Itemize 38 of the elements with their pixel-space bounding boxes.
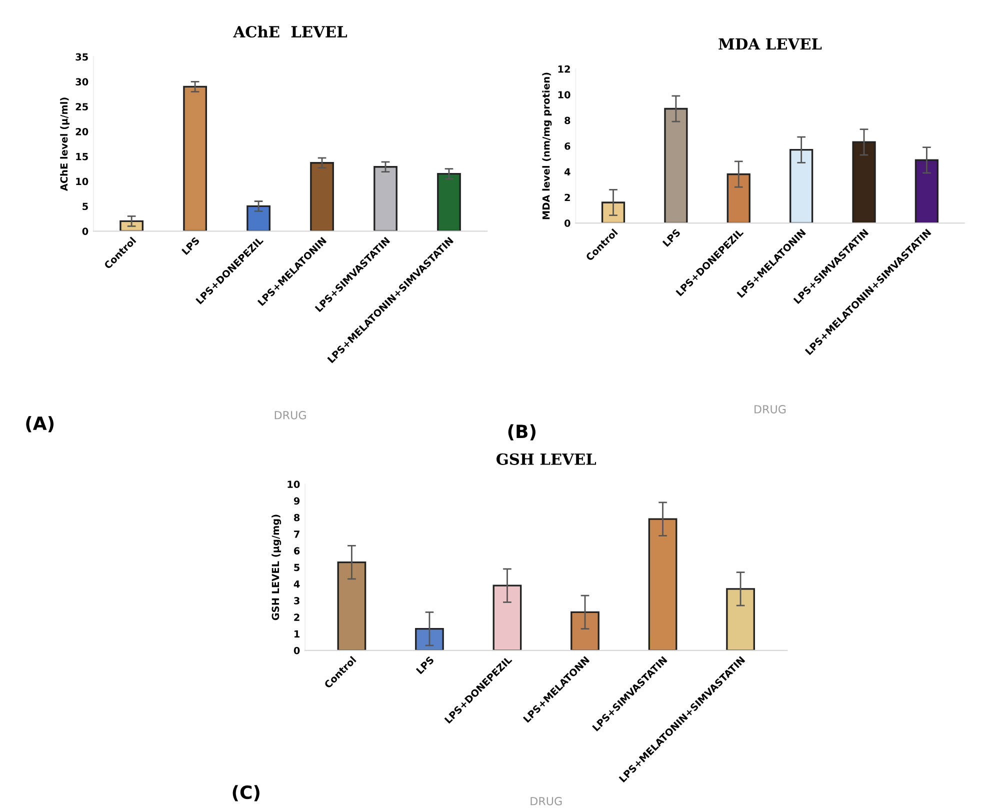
y-tick-label: 25 xyxy=(76,103,88,110)
y-tick-label: 8 xyxy=(564,116,570,124)
y-tick-label: 0 xyxy=(294,646,300,654)
text: (C) xyxy=(232,785,260,802)
y-tick-label: 1 xyxy=(294,630,300,638)
y-tick-label: 35 xyxy=(76,53,88,61)
y-tick-label: 9 xyxy=(294,497,300,505)
y-tick-label: 30 xyxy=(76,78,88,86)
chart-title: MDA LEVEL xyxy=(718,38,822,50)
y-tick-label: 0 xyxy=(82,228,88,235)
y-axis-title: GSH LEVEL (µg/mg) xyxy=(272,514,282,620)
y-tick-label: 8 xyxy=(294,514,300,522)
y-tick-label: 2 xyxy=(294,614,300,621)
y-tick-label: 3 xyxy=(294,597,300,604)
y-tick-label: 7 xyxy=(294,530,300,538)
y-tick-label: 0 xyxy=(564,220,570,227)
text: (B) xyxy=(508,424,536,440)
chart-title: GSH LEVEL xyxy=(496,453,596,465)
x-axis-title: DRUG xyxy=(530,796,562,806)
y-tick-label: 5 xyxy=(82,202,88,210)
text: (A) xyxy=(26,416,54,432)
y-tick-label: 10 xyxy=(76,178,88,186)
y-tick-label: 5 xyxy=(294,564,300,572)
y-tick-label: 15 xyxy=(76,153,88,160)
x-axis-title: DRUG xyxy=(274,410,306,420)
y-tick-label: 6 xyxy=(564,142,570,150)
y-axis-title: MDA level (nm/mg protien) xyxy=(542,72,552,220)
y-tick-label: 10 xyxy=(558,91,570,98)
chart-title: AChE LEVEL xyxy=(233,26,347,38)
y-tick-label: 6 xyxy=(294,547,300,554)
y-tick-label: 2 xyxy=(564,194,570,202)
y-tick-label: 12 xyxy=(558,65,570,73)
y-tick-label: 20 xyxy=(76,128,88,136)
y-tick-label: 4 xyxy=(564,168,570,176)
y-axis-title: AChE level (µ/ml) xyxy=(60,98,70,192)
y-tick-label: 10 xyxy=(288,480,300,488)
x-axis-title: DRUG xyxy=(754,405,786,414)
y-tick-label: 4 xyxy=(294,580,300,588)
